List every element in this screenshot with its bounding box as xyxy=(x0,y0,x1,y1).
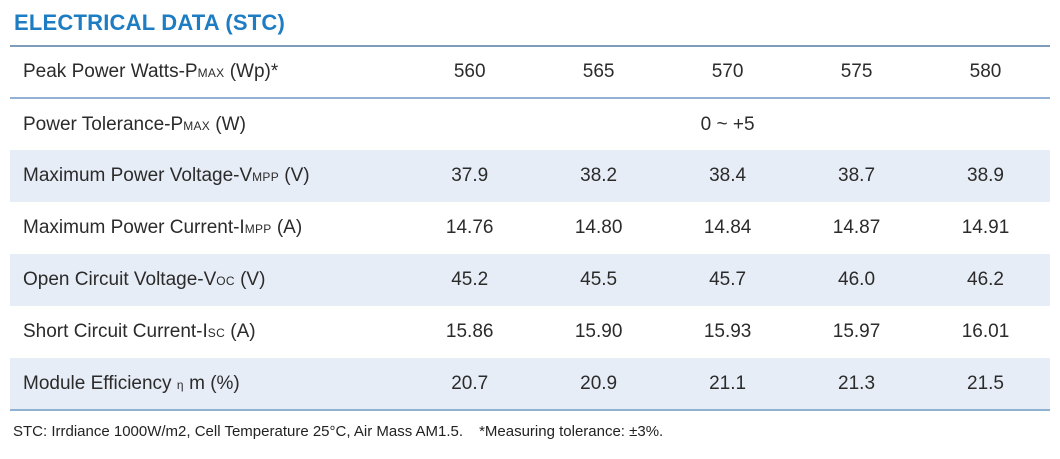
value-max-power-current-3: 14.87 xyxy=(832,217,881,238)
label-text: Power Tolerance-P xyxy=(23,113,184,135)
stc-conditions-note: STC: Irrdiance 1000W/m2, Cell Temperatur… xyxy=(13,423,464,440)
value-power-tolerance-merged: 0 ~ +5 xyxy=(700,113,755,135)
value-peak-power-3: 575 xyxy=(792,46,922,99)
table-row-max-power-current: Maximum Power Current-IMPP (A) 14.76 14.80… xyxy=(10,202,1050,254)
row-label-peak-power: Peak Power Watts-PMAX (Wp)* xyxy=(10,46,406,99)
label-text: (Wp)* xyxy=(224,61,279,82)
label-text: (W) xyxy=(210,113,246,135)
value-module-efficiency-1: 20.9 xyxy=(580,372,618,394)
value-module-efficiency-2: 21.1 xyxy=(709,372,747,394)
row-label-max-power-current: Maximum Power Current-IMPP (A) xyxy=(10,202,405,254)
table-row-max-power-voltage: Maximum Power Voltage-VMPP (V) 37.9 38.2 38… xyxy=(10,150,1050,202)
value-max-power-current-2: 14.84 xyxy=(703,217,752,238)
value-module-efficiency-3: 21.3 xyxy=(838,372,876,394)
label-text: (V) xyxy=(279,165,310,186)
value-max-power-current-1: 14.80 xyxy=(574,217,623,238)
label-subscript: η xyxy=(176,377,184,392)
row-label-short-circuit-current: Short Circuit Current-ISC (A) xyxy=(10,306,405,358)
label-text: Maximum Power Current-I xyxy=(23,217,245,238)
row-label-module-efficiency: Module Efficiency η m (%) xyxy=(10,358,405,410)
value-open-circuit-voltage-3: 46.0 xyxy=(838,269,876,290)
measuring-tolerance-note: *Measuring tolerance: ±3%. xyxy=(479,423,664,440)
row-label-open-circuit-voltage: Open Circuit Voltage-VOC (V) xyxy=(10,254,405,306)
value-module-efficiency-4: 21.5 xyxy=(967,372,1004,394)
value-peak-power-4: 580 xyxy=(921,46,1050,99)
label-text: m (%) xyxy=(183,372,240,394)
label-subscript: MAX xyxy=(197,66,225,80)
value-max-power-voltage-3: 38.7 xyxy=(838,165,876,186)
value-max-power-voltage-2: 38.4 xyxy=(709,165,747,186)
row-label-max-power-voltage: Maximum Power Voltage-VMPP (V) xyxy=(10,150,405,202)
value-open-circuit-voltage-4: 46.2 xyxy=(967,269,1004,290)
label-text: (A) xyxy=(225,321,256,342)
value-peak-power-0: 560 xyxy=(405,46,535,99)
electrical-data-table: Peak Power Watts-PMAX (Wp)* 560 565 570 575 5… xyxy=(10,45,1050,411)
value-open-circuit-voltage-2: 45.7 xyxy=(709,269,747,290)
row-label-power-tolerance: Power Tolerance-PMAX (W) xyxy=(10,98,405,150)
label-subscript: MAX xyxy=(183,118,211,133)
label-subscript: SC xyxy=(207,326,226,340)
value-max-power-current-4: 14.91 xyxy=(961,217,1010,238)
value-max-power-voltage-0: 37.9 xyxy=(451,165,489,186)
value-short-circuit-current-0: 15.86 xyxy=(445,321,494,342)
table-row-peak-power: Peak Power Watts-PMAX (Wp)* 560 565 570 575 5… xyxy=(10,46,1050,99)
label-text: Maximum Power Voltage-V xyxy=(23,165,253,186)
value-peak-power-1: 565 xyxy=(534,46,664,99)
label-text: Module Efficiency xyxy=(23,372,177,394)
table-row-module-efficiency: Module Efficiency η m (%) 20.7 20.9 21.1 21.… xyxy=(10,358,1050,410)
value-short-circuit-current-4: 16.01 xyxy=(961,321,1010,342)
value-max-power-voltage-1: 38.2 xyxy=(580,165,618,186)
table-row-power-tolerance: Power Tolerance-PMAX (W) 0 ~ +5 xyxy=(10,98,1050,150)
label-text: Peak Power Watts-P xyxy=(23,61,198,82)
label-subscript: MPP xyxy=(252,170,279,184)
table-row-short-circuit-current: Short Circuit Current-ISC (A) 15.86 15.90 1… xyxy=(10,306,1050,358)
label-text: Open Circuit Voltage-V xyxy=(23,269,217,290)
value-short-circuit-current-3: 15.97 xyxy=(832,321,881,342)
value-module-efficiency-0: 20.7 xyxy=(451,372,489,394)
label-subscript: MPP xyxy=(244,222,272,236)
label-text: (A) xyxy=(271,217,303,238)
label-text: (V) xyxy=(234,269,266,290)
label-text: Short Circuit Current-I xyxy=(23,321,208,342)
section-title: ELECTRICAL DATA (STC) xyxy=(14,10,286,35)
value-short-circuit-current-2: 15.93 xyxy=(703,321,752,342)
table-row-open-circuit-voltage: Open Circuit Voltage-VOC (V) 45.2 45.5 45.7… xyxy=(10,254,1050,306)
value-open-circuit-voltage-1: 45.5 xyxy=(580,269,618,290)
footnote: STC: Irrdiance 1000W/m2, Cell Temperatur… xyxy=(13,423,1060,440)
label-subscript: OC xyxy=(216,274,235,288)
value-short-circuit-current-1: 15.90 xyxy=(574,321,623,342)
value-max-power-voltage-4: 38.9 xyxy=(967,165,1004,186)
value-max-power-current-0: 14.76 xyxy=(445,217,494,238)
value-open-circuit-voltage-0: 45.2 xyxy=(451,269,489,290)
value-peak-power-2: 570 xyxy=(663,46,793,99)
